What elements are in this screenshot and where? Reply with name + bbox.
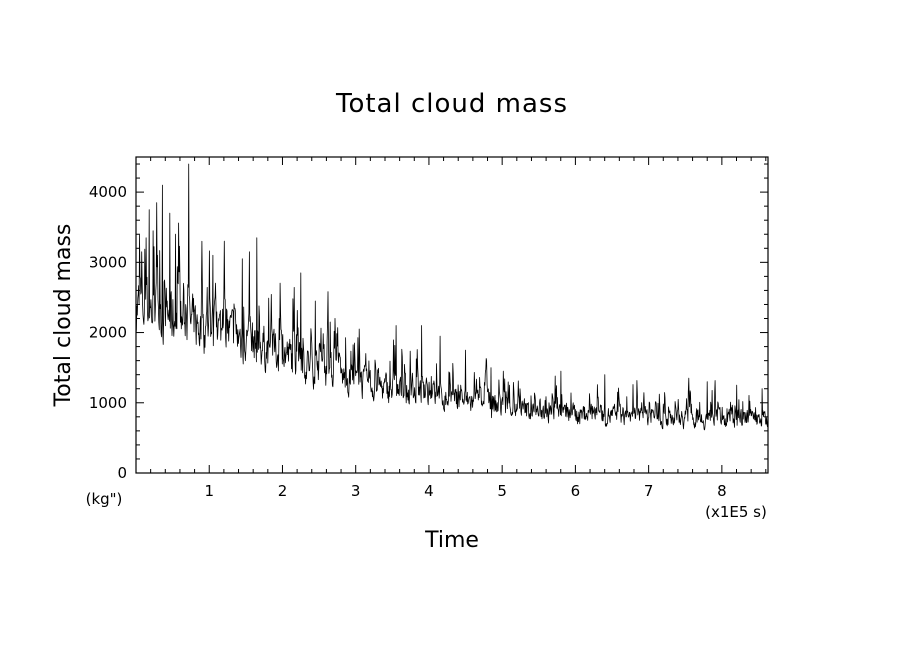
x-tick-label: 7 — [644, 482, 654, 500]
y-axis-label: Total cloud mass — [51, 224, 76, 408]
x-tick-label: 3 — [351, 482, 361, 500]
y-tick-label: 4000 — [89, 183, 127, 201]
x-tick-label: 1 — [204, 482, 214, 500]
chart-title: Total cloud mass — [335, 89, 568, 119]
series-line — [135, 163, 769, 431]
x-axis: 1 2 3 4 5 6 7 8 — [150, 157, 767, 500]
y-tick-label: 3000 — [89, 253, 127, 271]
y-tick-label: 2000 — [89, 324, 127, 342]
y-axis: 0 1000 2000 3000 4000 — [89, 163, 768, 482]
x-tick-label: 8 — [717, 482, 727, 500]
x-tick-label: 5 — [497, 482, 507, 500]
x-tick-label: 2 — [278, 482, 288, 500]
x-tick-label: 4 — [424, 482, 434, 500]
x-axis-label: Time — [424, 528, 479, 553]
x-tick-label: 6 — [571, 482, 581, 500]
y-unit-label: (kg") — [86, 490, 123, 508]
plot-area — [135, 156, 769, 474]
y-tick-label: 1000 — [89, 394, 127, 412]
plot-frame — [135, 156, 769, 474]
x-unit-label: (x1E5 s) — [705, 503, 767, 521]
y-tick-label: 0 — [117, 464, 127, 482]
